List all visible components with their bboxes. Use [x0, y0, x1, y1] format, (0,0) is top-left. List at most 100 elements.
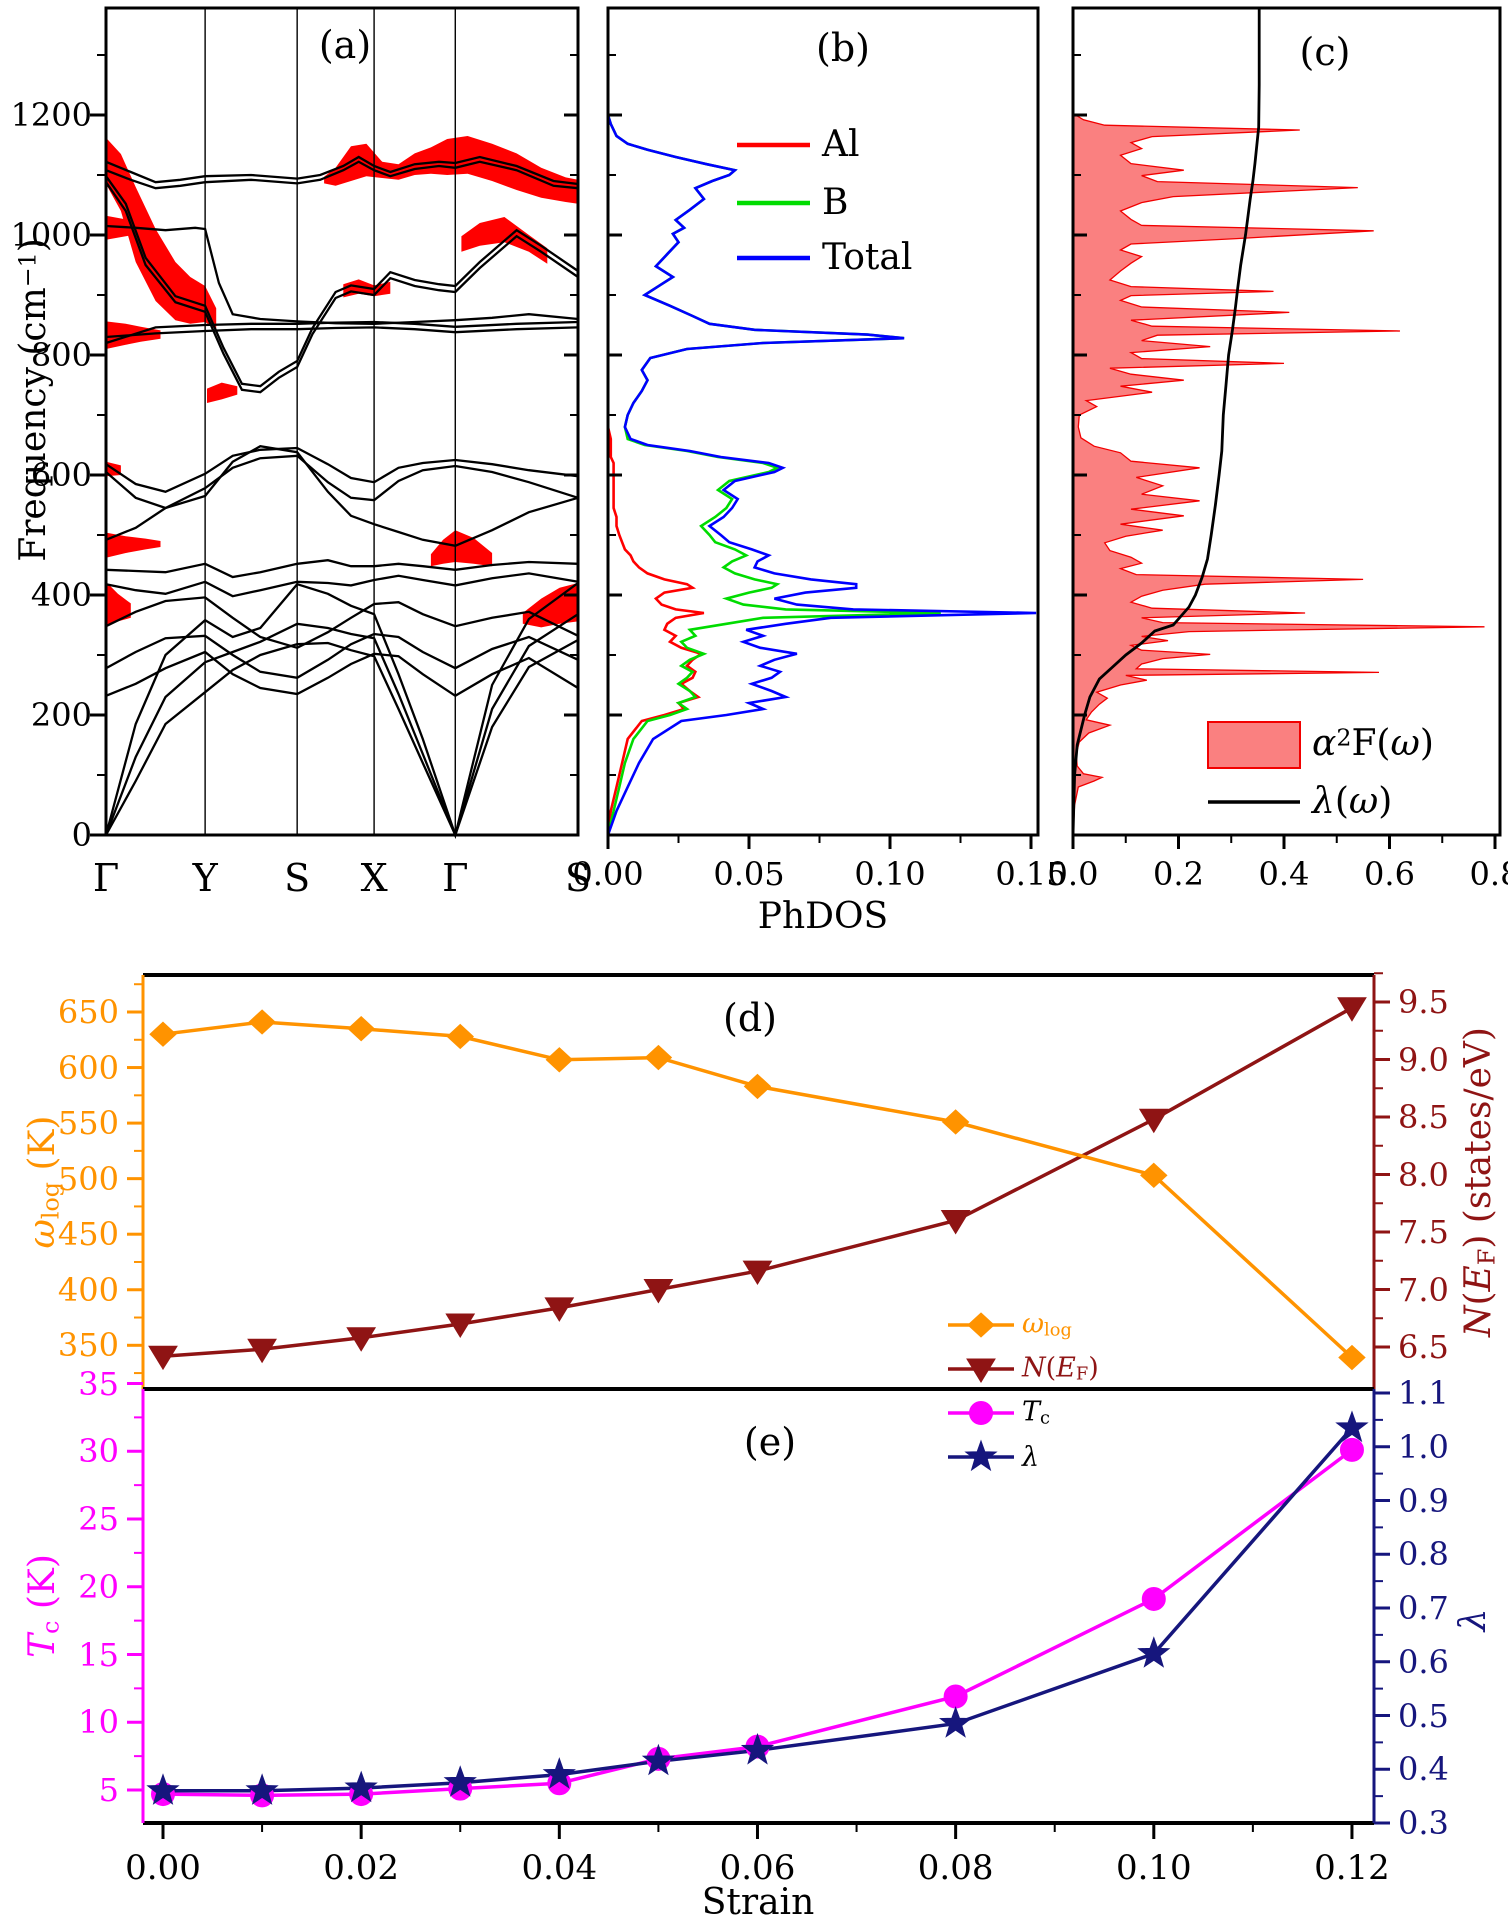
legend-label-lambda: λ — [1022, 1441, 1040, 1473]
lambda-point-6 — [740, 1732, 775, 1765]
d-ytick-right-label-9: 9.0 — [1398, 1040, 1449, 1079]
c-xtick-label-0.6: 0.6 — [1364, 855, 1415, 893]
panel-d-letter: (d) — [723, 996, 777, 1040]
legend-marker-nef — [966, 1358, 996, 1383]
b-xtick-label-0.1: 0.10 — [854, 855, 926, 893]
kpoint-label-0: Γ — [92, 856, 120, 900]
e-ytick-left-label-10: 10 — [78, 1703, 119, 1742]
e-ytick-right-label-0.9: 0.9 — [1398, 1481, 1449, 1520]
wlog-point-6 — [743, 1073, 772, 1100]
e-ytick-left-label-35: 35 — [78, 1364, 119, 1403]
epc-fatband-5 — [430, 530, 493, 567]
wlog-point-1 — [248, 1009, 276, 1035]
a-ytick-label-400: 400 — [30, 576, 92, 614]
panel-a-border — [104, 6, 580, 837]
d-ytick-right-label-9.5: 9.5 — [1398, 983, 1449, 1021]
e-ytick-right-label-0.3: 0.3 — [1398, 1804, 1449, 1842]
wlog-point-9 — [1338, 1344, 1366, 1371]
wlog-point-8 — [1140, 1162, 1168, 1189]
lambda-point-1 — [245, 1773, 279, 1805]
wlog-point-2 — [347, 1015, 375, 1042]
d-ytick-left-label-550: 550 — [57, 1104, 119, 1143]
panel-b-border — [606, 6, 1040, 837]
e-ytick-left-label-25: 25 — [78, 1500, 119, 1538]
a-ytick-label-200: 200 — [30, 696, 92, 734]
phonon-band-16 — [105, 160, 579, 190]
nef-point-2 — [346, 1327, 377, 1352]
epc-fatband-7 — [106, 581, 131, 625]
phonon-band-10 — [105, 446, 579, 494]
phonon-band-3 — [105, 650, 579, 698]
lambda-point-2 — [344, 1770, 378, 1803]
phdos-al-curve — [606, 115, 705, 836]
e-ytick-right-label-1: 1.0 — [1398, 1427, 1449, 1466]
panel-b-letter: (b) — [816, 26, 870, 70]
nef-line — [162, 1006, 1353, 1358]
nef-point-3 — [445, 1313, 476, 1338]
phdos-b-curve — [606, 114, 941, 836]
kpoint-label-3: X — [360, 856, 388, 900]
d-ytick-left-label-500: 500 — [57, 1159, 119, 1198]
legend-label-b: B — [822, 182, 849, 223]
d-ytick-left-label-600: 600 — [57, 1048, 119, 1087]
e-ytick-left-label-5: 5 — [98, 1771, 119, 1809]
axis-label-lambda: λ — [1453, 1608, 1494, 1632]
phonon-band-7 — [105, 559, 579, 579]
d-ytick-right-label-7.5: 7.5 — [1398, 1213, 1449, 1251]
kpoint-label-4: Γ — [442, 856, 469, 900]
a-ytick-label-0: 0 — [71, 816, 92, 854]
b-xtick-label-0: 0.00 — [572, 855, 644, 893]
b-xtick-label-0.05: 0.05 — [713, 855, 785, 893]
e-ytick-right-label-0.6: 0.6 — [1398, 1642, 1449, 1681]
e-ytick-left-label-15: 15 — [78, 1635, 119, 1674]
epc-fatband-6 — [106, 532, 161, 558]
e-ytick-right-label-0.4: 0.4 — [1398, 1750, 1449, 1789]
lambda-point-7 — [938, 1706, 973, 1738]
kpoint-label-2: S — [284, 856, 311, 900]
axis-label-strain: Strain — [701, 1882, 815, 1923]
d-ytick-left-label-350: 350 — [57, 1326, 119, 1365]
d-ytick-left-label-450: 450 — [57, 1215, 119, 1254]
tc-point-8 — [1141, 1586, 1166, 1611]
e-xtick-label-0: 0.00 — [125, 1848, 201, 1888]
a-ytick-label-1200: 1200 — [10, 96, 92, 134]
kpoint-label-5: S — [564, 856, 592, 900]
e-ytick-right-label-1.1: 1.1 — [1398, 1374, 1449, 1412]
tc-point-9 — [1339, 1437, 1364, 1462]
legend-label-al: Al — [822, 124, 860, 165]
axis-label-nef: N(EF) (states/eV) — [1457, 1027, 1501, 1337]
axis-label-frequency: Frequency (cm−1) — [13, 238, 54, 562]
d-ytick-right-label-7: 7.0 — [1398, 1270, 1449, 1309]
b-xtick-label-0.15: 0.15 — [995, 855, 1067, 893]
tc-line — [162, 1448, 1354, 1798]
phonon-band-17 — [105, 155, 579, 186]
c-xtick-label-0.8: 0.8 — [1469, 855, 1508, 893]
axis-label-phdos: PhDOS — [757, 896, 889, 937]
nef-point-0 — [148, 1345, 178, 1371]
e-xtick-label-1: 0.02 — [323, 1848, 400, 1888]
lambda-omega-curve — [1071, 8, 1261, 836]
d-ytick-right-label-6.5: 6.5 — [1398, 1328, 1449, 1366]
phonon-band-11 — [105, 326, 579, 339]
wlog-point-4 — [545, 1047, 574, 1073]
tc-point-7 — [943, 1684, 968, 1709]
d-ytick-right-label-8.5: 8.5 — [1398, 1098, 1449, 1136]
nef-point-8 — [1138, 1108, 1169, 1134]
e-ytick-right-label-0.5: 0.5 — [1398, 1696, 1449, 1735]
e-ytick-left-label-20: 20 — [78, 1567, 119, 1606]
nef-point-7 — [940, 1210, 971, 1235]
phdos-total-curve — [606, 114, 1037, 836]
wlog-point-3 — [446, 1023, 474, 1050]
lambda-point-0 — [146, 1773, 180, 1805]
a-ytick-label-1000: 1000 — [10, 216, 92, 254]
epc-fatband-0 — [106, 137, 217, 330]
lambda-point-4 — [542, 1757, 576, 1789]
axis-label-wlog: ωlog (K) — [21, 1115, 65, 1249]
panel-a-letter: (a) — [318, 23, 372, 67]
phonon-band-5 — [105, 596, 579, 650]
phonon-band-1 — [104, 613, 579, 839]
phonon-band-0 — [104, 638, 579, 839]
legend-label-total: Total — [822, 237, 913, 278]
nef-point-1 — [247, 1338, 277, 1364]
